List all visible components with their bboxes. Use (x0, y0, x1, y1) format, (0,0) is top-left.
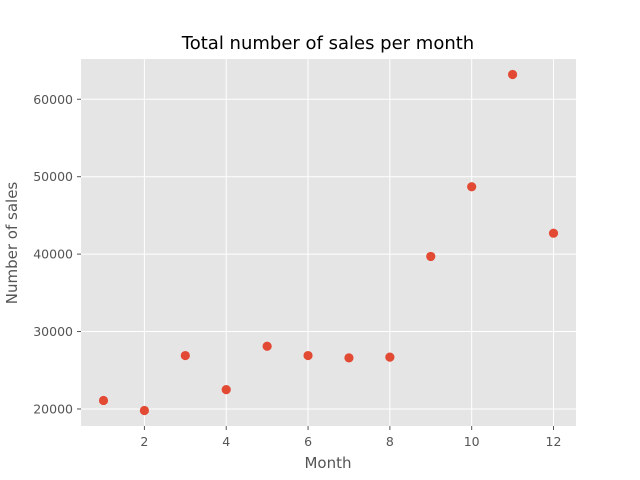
data-point (548, 228, 559, 238)
x-tick-label: 4 (222, 434, 230, 449)
y-tick-label: 20000 (33, 401, 73, 416)
x-tick-label: 2 (140, 434, 148, 449)
data-point (221, 385, 231, 395)
plot-area (81, 59, 576, 426)
y-tick-label: 40000 (33, 247, 73, 262)
x-axis-label: Month (304, 454, 351, 472)
axis-ticks: 2 4 6 8 10 12 20000 30000 40000 50000 60000 (33, 92, 561, 449)
y-tick-label: 50000 (33, 169, 73, 184)
chart-title: Total number of sales per month (181, 33, 474, 54)
data-point (262, 341, 272, 351)
x-tick-label: 8 (386, 434, 394, 449)
data-point (507, 69, 518, 80)
x-tick-label: 10 (464, 434, 480, 449)
data-point (426, 251, 436, 262)
x-tick-label: 12 (546, 434, 562, 449)
y-tick-label: 60000 (33, 92, 73, 107)
grid-lines (81, 59, 576, 426)
data-points (98, 69, 559, 416)
data-point (180, 350, 190, 361)
x-tick-label: 6 (304, 434, 312, 449)
data-point (344, 353, 354, 363)
data-point (98, 395, 109, 406)
data-point (467, 182, 477, 192)
y-tick-label: 30000 (33, 324, 73, 339)
data-point (385, 352, 395, 362)
data-point (303, 350, 313, 361)
data-point (139, 405, 150, 416)
y-axis-label: Number of sales (3, 182, 21, 305)
